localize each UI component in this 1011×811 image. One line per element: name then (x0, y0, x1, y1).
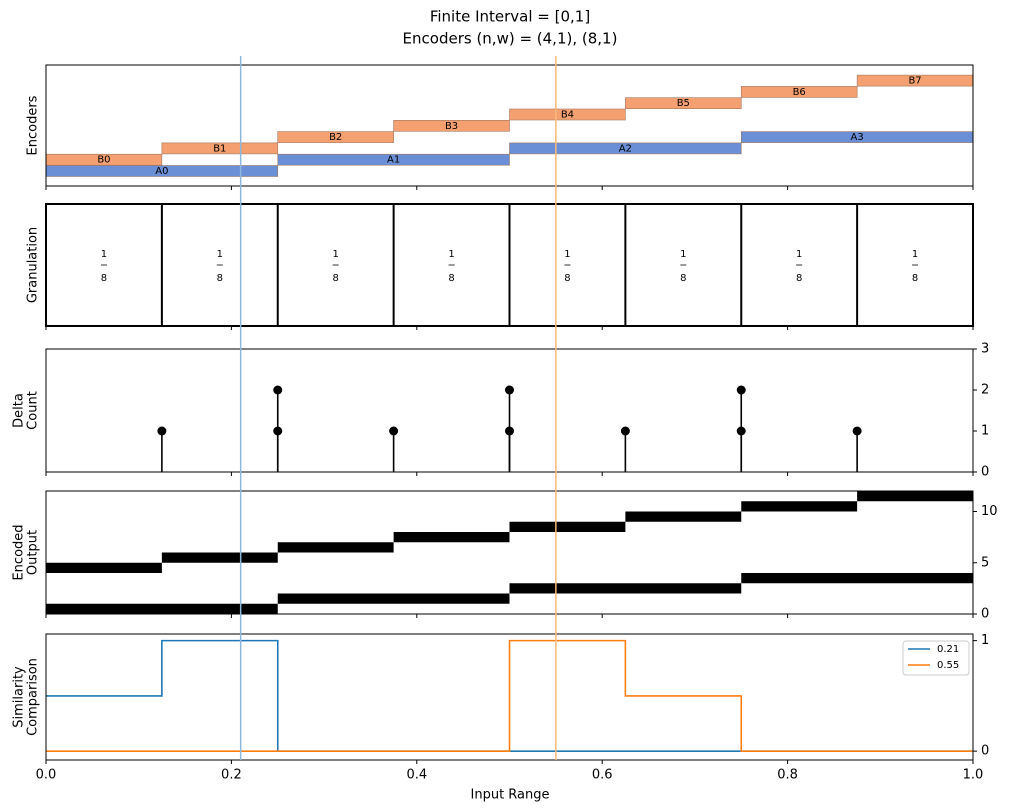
bin-label: B6 (793, 87, 806, 98)
denominator: 8 (101, 273, 107, 284)
numerator: 1 (564, 249, 570, 260)
numerator: 1 (333, 249, 339, 260)
bin-label: A2 (619, 143, 632, 154)
y-tick-label: 1 (981, 424, 989, 439)
x-tick-label: 0.8 (777, 768, 798, 783)
encoded-bit (741, 501, 858, 512)
stem-marker (852, 426, 862, 436)
x-tick-label: 1.0 (963, 768, 984, 783)
denominator: 8 (333, 273, 339, 284)
panel-frame (45, 203, 974, 327)
y-axis-label: Encoded (12, 524, 27, 580)
panel-frame (45, 490, 974, 615)
y-tick-label: 5 (981, 555, 989, 570)
encoded-bit (46, 562, 162, 573)
y-axis-label: Comparison (26, 658, 41, 736)
denominator: 8 (448, 273, 454, 284)
y-axis-label: Encoders (26, 95, 41, 155)
encoder-bin (509, 108, 626, 121)
y-tick-label: 10 (981, 504, 998, 519)
stem-marker (389, 426, 399, 436)
bin-label: B5 (677, 98, 690, 109)
y-tick-label: 0 (981, 744, 989, 759)
bin-label: A0 (155, 166, 168, 177)
encoder-bin (393, 120, 510, 132)
y-tick-label: 0 (981, 607, 989, 622)
x-tick-label: 0.4 (406, 768, 427, 783)
numerator: 1 (448, 249, 454, 260)
y-tick-label: 0 (981, 465, 989, 480)
bin-label: B7 (908, 76, 921, 87)
x-tick-label: 0.0 (36, 768, 57, 783)
encoded-bit (277, 542, 394, 553)
denominator: 8 (912, 273, 918, 284)
encoded-bit (277, 593, 510, 604)
y-axis-label: Similarity (12, 666, 27, 728)
encoder-bin (740, 86, 858, 98)
y-tick-label: 3 (981, 342, 989, 357)
encoded-bit (509, 583, 742, 594)
encoded-bit (46, 603, 278, 614)
stem-marker (273, 385, 283, 395)
similarity-line (46, 639, 973, 752)
encoder-bin (277, 131, 394, 143)
denominator: 8 (564, 273, 570, 284)
x-tick-label: 0.2 (221, 768, 242, 783)
numerator: 1 (796, 249, 802, 260)
panel-frame (45, 633, 974, 761)
stem-marker (736, 385, 746, 395)
encoder-bin (161, 142, 279, 155)
encoder-bin (509, 142, 742, 155)
encoded-bit (161, 552, 278, 563)
y-tick-label: 1 (981, 633, 989, 648)
numerator: 1 (912, 249, 918, 260)
x-tick-label: 0.6 (592, 768, 613, 783)
encoder-bin (277, 153, 510, 166)
numerator: 1 (101, 249, 107, 260)
encoded-bit (857, 491, 973, 502)
encoded-bit (741, 573, 973, 584)
title: Finite Interval = [0,1] (430, 8, 590, 26)
bin-label: B0 (97, 155, 110, 166)
y-axis-label: Granulation (26, 227, 41, 303)
y-tick-label: 2 (981, 383, 989, 398)
numerator: 1 (680, 249, 686, 260)
bin-label: B4 (561, 110, 574, 121)
encoded-bit (625, 511, 742, 522)
denominator: 8 (217, 273, 223, 284)
stem-marker (505, 385, 514, 395)
encoded-bit (393, 532, 510, 543)
stem-marker (620, 426, 630, 436)
y-axis-label: Output (26, 530, 41, 575)
y-axis-label: Count (26, 391, 41, 430)
legend-label: 0.55 (937, 660, 959, 671)
numerator: 1 (217, 249, 223, 260)
bin-label: B3 (445, 121, 458, 132)
denominator: 8 (680, 273, 686, 284)
panel-frame (45, 64, 974, 187)
encoder-bin (625, 97, 742, 109)
bin-label: B1 (213, 143, 226, 154)
stem-marker (157, 426, 167, 436)
y-axis-label: Delta (12, 393, 27, 428)
legend-label: 0.21 (937, 644, 959, 655)
bin-label: B2 (329, 132, 342, 143)
bin-label: A3 (851, 132, 864, 143)
x-axis-label: Input Range (471, 788, 550, 803)
bin-label: A1 (387, 155, 400, 166)
panel-frame (45, 348, 974, 473)
subtitle: Encoders (n,w) = (4,1), (8,1) (403, 30, 618, 48)
denominator: 8 (796, 273, 802, 284)
encoded-bit (509, 521, 626, 532)
